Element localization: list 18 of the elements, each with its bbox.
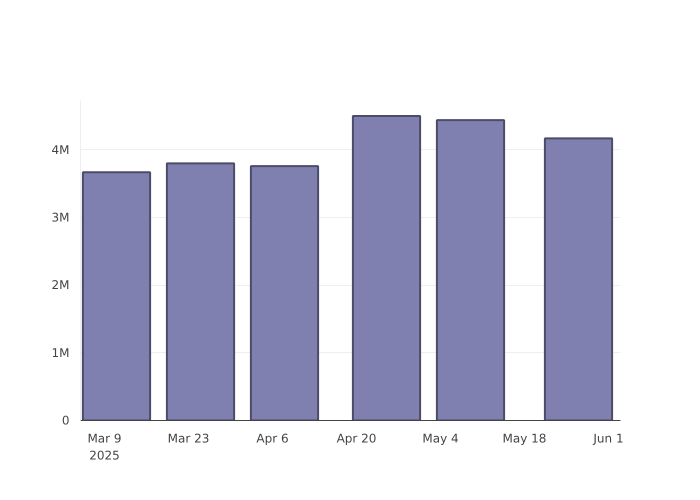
x-tick-label: May 4 <box>422 432 459 446</box>
x-tick-label: May 18 <box>502 432 546 446</box>
x-tick-label: Mar 23 <box>168 432 210 446</box>
x-tick-label: Mar 9 2025 <box>87 432 122 462</box>
bar <box>166 162 236 420</box>
y-tick-label: 1M <box>52 346 70 360</box>
bar <box>352 115 422 420</box>
bar <box>436 119 506 420</box>
bar <box>544 137 614 420</box>
x-tick-label: Jun 1 <box>592 432 624 446</box>
y-tick-label: 0 <box>62 414 70 428</box>
y-tick-label: 4M <box>52 142 70 157</box>
x-tick-label: Apr 20 <box>336 432 376 446</box>
y-tick-label: 2M <box>52 278 70 292</box>
x-tick-label: Apr 6 <box>256 432 289 446</box>
y-tick-label: 3M <box>52 210 70 225</box>
bar <box>82 171 152 420</box>
bar <box>250 165 320 420</box>
